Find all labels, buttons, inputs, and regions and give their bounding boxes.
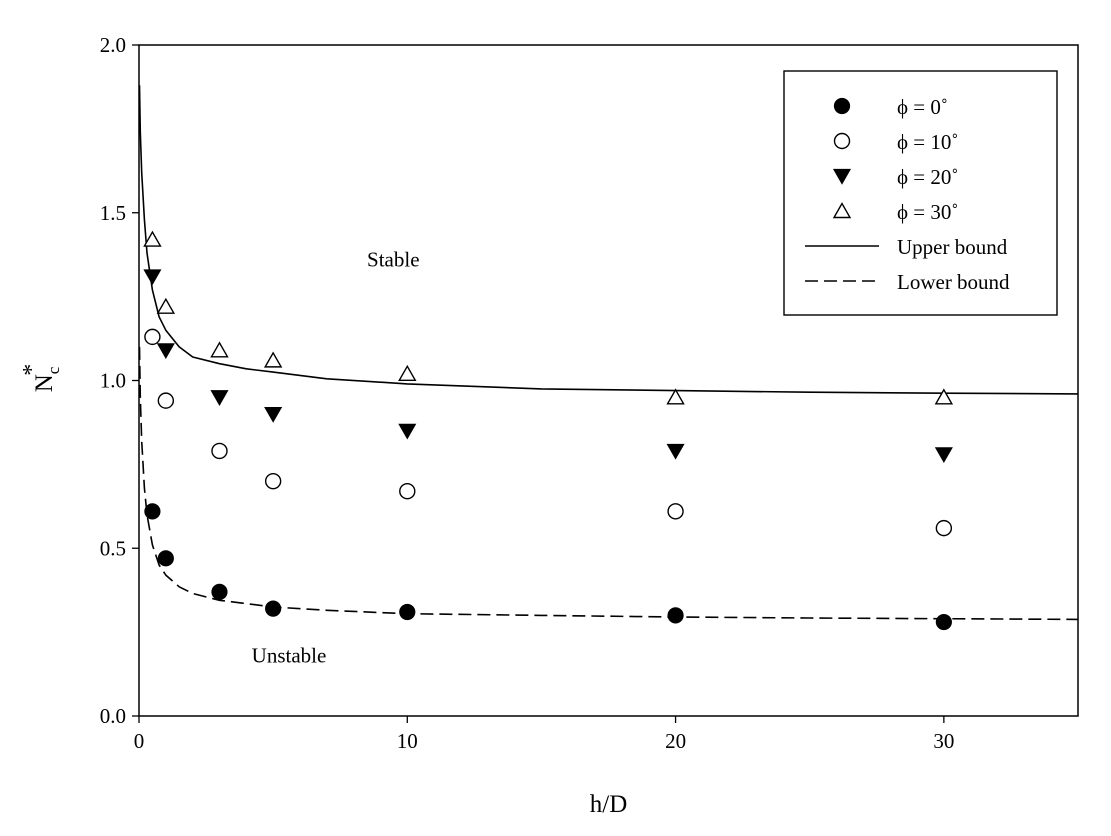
y-axis-title-subscript: c xyxy=(44,366,63,374)
data-point-series-1 xyxy=(264,472,282,490)
data-point-series-0 xyxy=(157,550,174,567)
legend-marker xyxy=(833,97,851,115)
data-point-series-2 xyxy=(934,447,953,464)
data-point-series-0 xyxy=(144,503,161,520)
legend-marker xyxy=(832,202,852,219)
y-tick-label: 0.5 xyxy=(100,536,126,560)
legend-label: ϕ = 10˚ xyxy=(897,130,958,154)
data-point-series-1 xyxy=(935,519,953,537)
legend-label: ϕ = 30˚ xyxy=(897,200,958,224)
data-point-series-1 xyxy=(399,483,416,500)
x-tick-label: 0 xyxy=(134,729,145,753)
stable-label: Stable xyxy=(367,247,420,271)
y-axis-title-superscript: * xyxy=(19,364,45,376)
data-point-series-0 xyxy=(265,600,282,617)
y-tick-label: 1.0 xyxy=(100,369,126,393)
x-tick-label: 10 xyxy=(397,729,418,753)
data-point-series-2 xyxy=(264,406,283,423)
legend-box xyxy=(783,70,1058,316)
y-tick-label: 2.0 xyxy=(100,33,126,57)
data-point-series-0 xyxy=(935,613,952,631)
legend-marker xyxy=(832,168,852,185)
y-tick-label: 1.5 xyxy=(100,201,126,225)
y-axis-title-main: N xyxy=(31,374,58,392)
unstable-label: Unstable xyxy=(252,643,327,667)
legend-entry: ϕ = 20˚ xyxy=(832,165,958,189)
plot-area: Stable Unstable xyxy=(138,85,1079,667)
data-point-series-3 xyxy=(143,230,162,247)
legend-entry: ϕ = 10˚ xyxy=(833,130,958,154)
data-point-series-2 xyxy=(398,423,417,440)
data-point-series-2 xyxy=(143,269,162,286)
y-tick-label: 0.0 xyxy=(100,704,126,728)
legend-label: Upper bound xyxy=(897,235,1008,259)
legend-entry: ϕ = 0˚ xyxy=(833,95,948,119)
data-point-series-2 xyxy=(666,443,685,460)
data-point-series-3 xyxy=(398,364,417,381)
legend-entry: Upper bound xyxy=(805,235,1008,259)
data-point-series-0 xyxy=(399,603,416,621)
lower-bound-curve xyxy=(138,346,1079,621)
data-point-series-2 xyxy=(156,343,175,360)
x-tick-label: 20 xyxy=(665,729,686,753)
legend-label: Lower bound xyxy=(897,270,1010,294)
data-point-series-3 xyxy=(934,388,954,405)
data-point-series-1 xyxy=(667,503,684,520)
data-point-series-3 xyxy=(156,297,176,314)
data-point-series-1 xyxy=(157,392,175,409)
legend-entry: Lower bound xyxy=(805,270,1010,294)
data-point-series-0 xyxy=(667,607,684,624)
legend-entry: ϕ = 30˚ xyxy=(832,200,958,224)
data-point-series-3 xyxy=(210,341,229,358)
axes: 0 10 20 30 0.0 0.5 1.0 1.5 2.0 h/D Nc* xyxy=(19,33,1079,818)
legend-label: ϕ = 0˚ xyxy=(897,95,948,119)
legend: ϕ = 0˚ ϕ = 10˚ ϕ = 20˚ ϕ = 30˚ Upper bound Lo… xyxy=(783,70,1058,316)
data-point-series-1 xyxy=(211,442,228,460)
legend-marker xyxy=(833,132,851,150)
data-point-series-3 xyxy=(263,351,283,368)
data-point-series-1 xyxy=(144,328,161,346)
y-axis-title: Nc* xyxy=(19,364,63,393)
data-point-series-0 xyxy=(211,583,228,600)
upper-bound-curve xyxy=(138,85,1079,395)
x-axis-title: h/D xyxy=(590,791,628,818)
data-point-series-3 xyxy=(666,388,685,405)
x-tick-label: 30 xyxy=(933,729,954,753)
data-point-series-2 xyxy=(210,390,229,406)
legend-label: ϕ = 20˚ xyxy=(897,165,958,189)
